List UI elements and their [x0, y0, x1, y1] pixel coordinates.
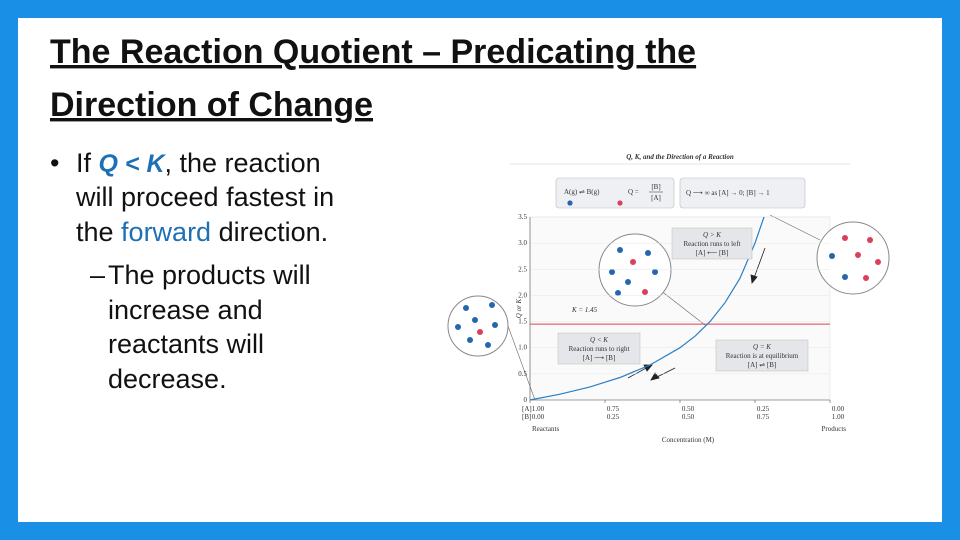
emphasis: Q < K [99, 150, 167, 178]
emphasis: forward [121, 217, 211, 247]
x-tick-label: 0.25 [757, 405, 770, 413]
row-label: [A] [522, 405, 532, 413]
sub-bullet-line: increase and [108, 295, 263, 325]
annotation-box [671, 227, 753, 260]
y-tick-label: 1.0 [518, 344, 527, 352]
text: If [76, 148, 99, 178]
x-tick-label: 0.50 [682, 413, 695, 421]
title-line: Direction of Change [50, 86, 373, 124]
y-tick-label: 0.5 [518, 370, 527, 378]
particles [829, 235, 881, 281]
dot [617, 200, 623, 206]
text: , the reaction [165, 148, 321, 178]
figure-title: Q, K, and the Direction of a Reaction [626, 153, 734, 161]
bullet-marker: • [50, 148, 59, 178]
y-tick-label: 3.5 [518, 213, 527, 221]
annotation-line: Reaction runs to left [684, 240, 741, 248]
row-label: [B] [522, 413, 531, 421]
sub-bullet-line: decrease. [108, 364, 227, 394]
text: the [76, 217, 121, 247]
particle-circle [598, 233, 672, 307]
annotation-line: Q = K [753, 343, 771, 351]
y-tick-label: 0 [524, 396, 528, 404]
dot [567, 200, 573, 206]
title-line: The Reaction Quotient – Predicating the [50, 33, 696, 71]
q-curve [529, 216, 765, 401]
particles [609, 247, 658, 296]
text: direction. [211, 217, 328, 247]
end-label: Reactants [532, 425, 559, 433]
connector [769, 214, 821, 241]
q-num: [B] [651, 183, 660, 191]
annotation-line: Q < K [590, 336, 608, 344]
sub-bullet-marker: – [90, 260, 105, 290]
x-tick-label: 0.00 [532, 413, 545, 421]
reaction-box [555, 177, 675, 209]
direction-arrows [627, 247, 766, 381]
particles [455, 302, 498, 348]
annotation-box [557, 332, 641, 365]
sub-bullet-line: The products will [108, 260, 311, 290]
connector [507, 325, 536, 401]
q-def: Q = [628, 188, 639, 196]
x-tick-label: 0.75 [607, 405, 620, 413]
k-label: K = 1.45 [571, 306, 598, 314]
x-tick-label: 1.00 [532, 405, 545, 413]
reaction: A(g) ⇌ B(g) [564, 188, 600, 196]
end-label: Products [822, 425, 847, 433]
x-tick-label: 1.00 [832, 413, 845, 421]
annotation-line: Reaction is at equilibrium [726, 352, 799, 360]
x-tick-label: 0.00 [832, 405, 845, 413]
annotation-line: Reaction runs to right [569, 345, 630, 353]
figure: Q, K, and the Direction of a Reaction A(… [447, 153, 890, 444]
y-axis-label: Q or K [515, 298, 523, 318]
connector [659, 289, 706, 326]
limit-box [679, 177, 806, 209]
bullet-line: If Q < K, the reaction [76, 148, 321, 178]
annotation-line: [A] ⟵ [B] [696, 249, 729, 257]
x-tick-label: 0.50 [682, 405, 695, 413]
particle-circle [816, 221, 890, 295]
q-den: [A] [651, 194, 661, 202]
bullet-line: the forward direction. [76, 217, 328, 247]
annotation-line: [A] ⟶ [B] [583, 354, 616, 362]
y-tick-label: 1.5 [518, 318, 527, 326]
y-tick-label: 3.0 [518, 239, 527, 247]
x-tick-label: 0.75 [757, 413, 770, 421]
annotation-line: [A] ⇌ [B] [748, 361, 776, 369]
annotation-line: Q > K [703, 231, 721, 239]
limit: Q ⟶ ∞ as [A] → 0; [B] → 1 [686, 189, 770, 197]
particle-circle [447, 295, 509, 357]
x-axis-label: Concentration (M) [662, 436, 715, 444]
x-tick-label: 0.25 [607, 413, 620, 421]
sub-bullet-line: reactants will [108, 329, 264, 359]
y-tick-label: 2.5 [518, 265, 527, 273]
y-tick-label: 2.0 [518, 291, 527, 299]
bullet-line: will proceed fastest in [75, 182, 334, 212]
annotation-box [715, 339, 809, 372]
